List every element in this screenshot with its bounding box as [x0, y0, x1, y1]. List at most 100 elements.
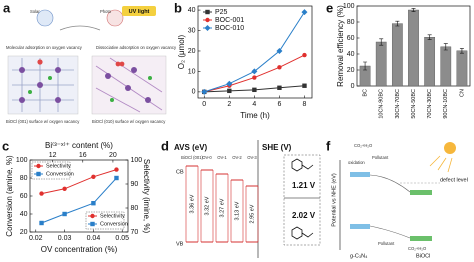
- x-tick-label: 70CN-30BC: [427, 89, 433, 119]
- y-tick-label: 30: [188, 27, 196, 34]
- y-tick-label: 60: [20, 193, 28, 200]
- column-label: OV-1: [217, 155, 227, 160]
- point: [277, 65, 282, 70]
- caption: BiOCl (001) surface w/ oxygen vacancy: [6, 119, 80, 124]
- molecule-box: [283, 154, 321, 246]
- y-tick-label: 60: [347, 35, 355, 42]
- atom: [48, 76, 52, 80]
- plot-frame: [197, 5, 313, 99]
- molecule-imine: [291, 226, 314, 240]
- point: [276, 47, 283, 54]
- tag: Photo: [100, 9, 112, 14]
- product: CO₂+H₂O: [354, 143, 373, 148]
- x-tick-label: 6: [277, 101, 281, 108]
- process: oxidation: [348, 160, 365, 165]
- gap-label: 3.32 eV: [204, 196, 210, 215]
- panel-label: a: [3, 0, 11, 15]
- series-line: [41, 169, 117, 195]
- x2-axis-title: Bi⁽³⁻ˣ⁾⁺ content (%): [45, 141, 113, 150]
- x-tick-label: 2: [227, 101, 231, 108]
- atom: [119, 61, 125, 67]
- y-tick-label: 100: [343, 3, 355, 10]
- defect-label: defect level: [440, 177, 468, 183]
- legend-label: BOC-001: [215, 17, 244, 24]
- error-bar: [363, 61, 368, 71]
- panel-label: b: [174, 0, 182, 15]
- x2-tick-label: 12: [49, 152, 57, 159]
- legend-label: Selectivity: [100, 213, 125, 219]
- band-diagram: BiOCl (001) 3.36 eV OV-0 3.32 eV OV-1 3.27 eV…: [181, 155, 259, 243]
- y-tick-label: 40: [188, 7, 196, 14]
- error-bar: [427, 34, 432, 40]
- atom: [145, 97, 151, 103]
- legend-marker: [205, 17, 210, 23]
- band-label: VB: [176, 241, 184, 247]
- x-tick-label: 0.03: [58, 235, 72, 242]
- legend-marker: [90, 213, 95, 219]
- y-tick-label: 40: [20, 211, 28, 218]
- potential: 1.21 V: [292, 181, 316, 190]
- point: [114, 175, 119, 181]
- axis-title: SHE (V): [262, 143, 292, 152]
- x-tick-label: 0.02: [29, 235, 43, 242]
- point: [302, 83, 307, 88]
- x-tick-label: 50CN-50BC: [411, 89, 417, 119]
- panel-label: e: [326, 0, 333, 15]
- column-label: OV-2: [232, 155, 242, 160]
- y-tick-label: 40: [347, 51, 355, 58]
- tag: Solar: [30, 9, 40, 14]
- potential: 2.02 V: [292, 211, 316, 220]
- gap-label: 2.95 eV: [249, 204, 255, 223]
- lattice-right: [91, 55, 167, 115]
- y-tick-label: 80: [347, 19, 355, 26]
- y2-tick-label: 80: [131, 205, 139, 212]
- column-label: OV-0: [202, 155, 212, 160]
- band-cb: [410, 190, 432, 195]
- atom: [37, 82, 43, 88]
- point: [277, 85, 282, 90]
- x-tick-label: 0.05: [115, 235, 129, 242]
- point: [62, 211, 67, 217]
- caption: BiOCl (010) surface w/ oxygen vacancy: [92, 119, 166, 124]
- legend-label: BOC-010: [215, 25, 244, 32]
- atom: [19, 97, 25, 103]
- caption: Dissociative adsorption on oxygen vacanc…: [96, 45, 177, 50]
- point: [91, 201, 96, 206]
- point: [201, 88, 208, 95]
- legend-marker: [36, 171, 41, 177]
- legend-marker: [205, 9, 210, 15]
- x2-tick-label: 16: [79, 152, 87, 159]
- bar: [391, 23, 403, 87]
- x2-tick-label: 20: [109, 152, 117, 159]
- x-tick-label: 10CN-90BC: [379, 89, 385, 119]
- y2-axis-title: Selectivity (imine, %): [142, 159, 151, 234]
- atom: [148, 76, 152, 80]
- x-tick-label: 0: [202, 101, 206, 108]
- point: [39, 191, 44, 196]
- panel-a: a Solar Photo UV light Molecular adsorpt…: [3, 0, 177, 124]
- point: [227, 88, 232, 94]
- y-tick-label: 20: [188, 48, 196, 55]
- y-tick-label: 80: [20, 175, 28, 182]
- atom: [110, 98, 114, 102]
- atom: [115, 61, 121, 67]
- legend-marker: [36, 163, 41, 169]
- point: [251, 68, 258, 75]
- x-axis-title: Time (h): [240, 111, 270, 120]
- y-tick-label: 0: [351, 83, 355, 90]
- lattice-left: [7, 55, 79, 115]
- error-bar: [411, 8, 416, 12]
- legend-marker: [90, 221, 95, 227]
- y2-tick-label: 100: [131, 157, 143, 164]
- error-bar: [379, 38, 384, 46]
- legend-label: Conversion: [100, 221, 128, 227]
- pollutant: Pollutant: [372, 155, 389, 160]
- molecule-amine: [291, 158, 314, 172]
- arrow: [59, 25, 101, 31]
- legend-label: Conversion: [46, 171, 74, 177]
- band-vb: [350, 224, 370, 229]
- atom: [28, 90, 32, 94]
- material: BiOCl: [416, 253, 430, 259]
